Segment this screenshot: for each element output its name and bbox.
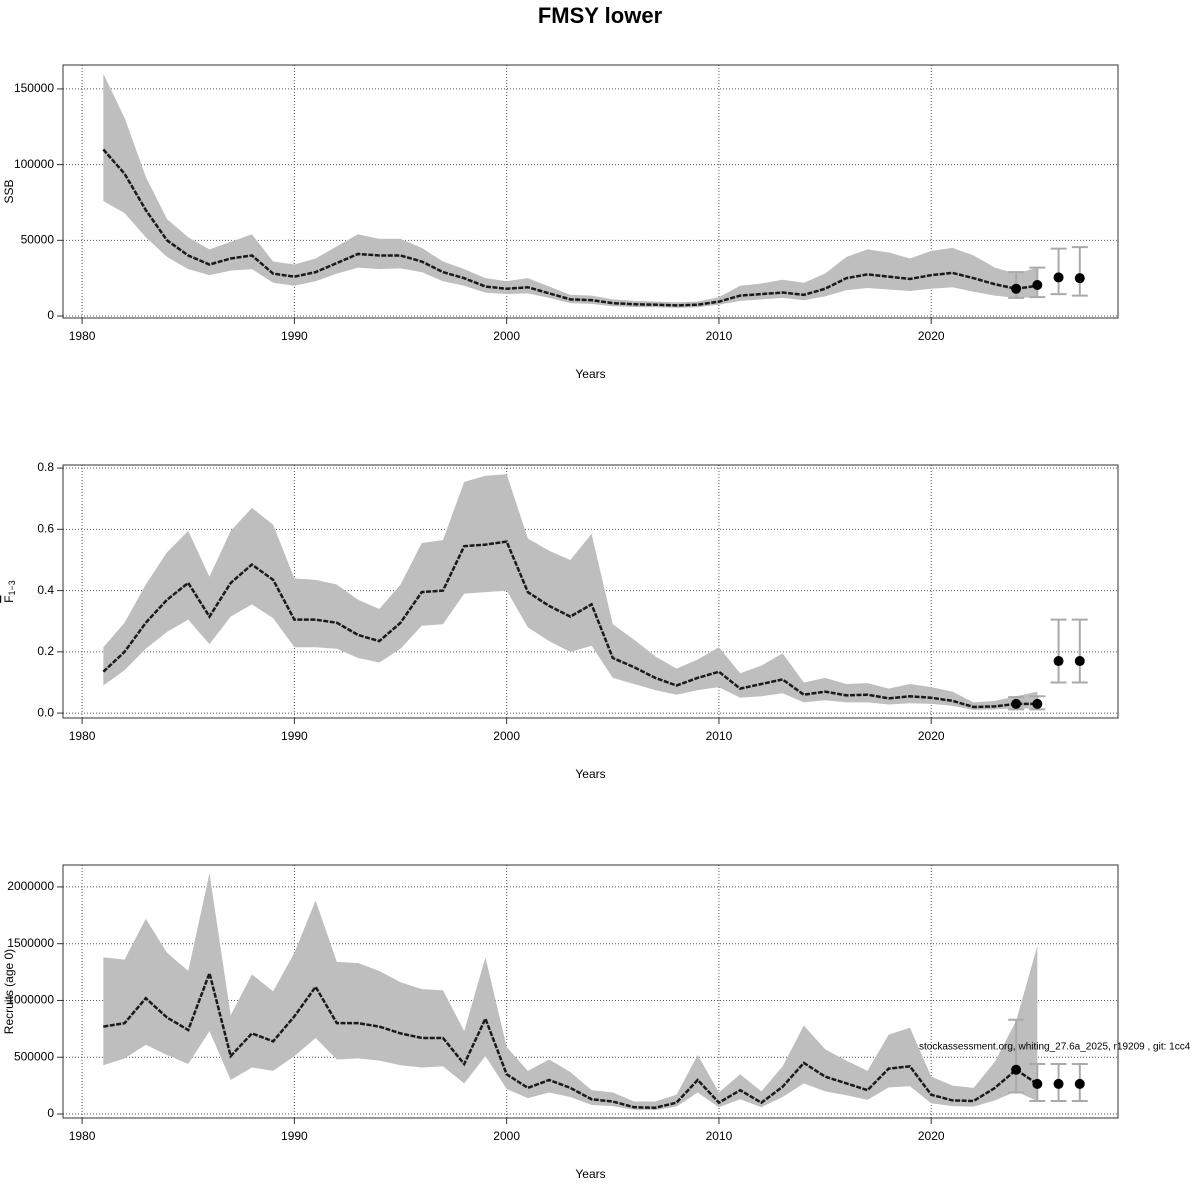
forecast-point xyxy=(1053,1078,1064,1089)
forecast-point xyxy=(1011,283,1022,294)
y-tick-label: 100000 xyxy=(14,157,54,171)
y-tick-label: 0.2 xyxy=(37,644,54,658)
x-tick-label: 1980 xyxy=(69,1129,96,1143)
y-tick-label: 50000 xyxy=(21,233,55,247)
y-tick-label: 0 xyxy=(47,308,54,322)
y-axis-title: F1−3 xyxy=(2,580,17,603)
forecast-point xyxy=(1032,1078,1043,1089)
x-tick-label: 1990 xyxy=(281,729,308,743)
forecast-point xyxy=(1074,273,1085,284)
forecast-point xyxy=(1032,279,1043,290)
x-tick-label: 2000 xyxy=(493,329,520,343)
x-axis-title: Years xyxy=(575,367,605,381)
y-axis-title-sub: 1−3 xyxy=(7,580,17,595)
x-tick-label: 1980 xyxy=(69,729,96,743)
estimate-line xyxy=(102,148,1038,307)
annotation: stockassessment.org, whiting_27.6a_2025,… xyxy=(919,1042,1191,1053)
y-tick-label: 1000000 xyxy=(7,993,54,1007)
forecast-point xyxy=(1074,656,1085,667)
y-tick-label: 150000 xyxy=(14,81,54,95)
y-axis-title-main: F xyxy=(2,595,16,602)
confidence-band xyxy=(103,73,1038,308)
x-axis-title: Years xyxy=(575,1167,605,1181)
estimate-line xyxy=(102,540,1038,709)
y-tick-label: 0.8 xyxy=(37,460,54,474)
y-axis-title-main: SSB xyxy=(2,179,16,203)
forecast-point xyxy=(1011,1064,1022,1075)
x-tick-label: 2010 xyxy=(706,1129,733,1143)
y-tick-label: 0.0 xyxy=(37,705,54,719)
x-tick-label: 2000 xyxy=(493,1129,520,1143)
y-axis-title: Recruits (age 0) xyxy=(2,949,16,1034)
x-tick-label: 1980 xyxy=(69,329,96,343)
y-tick-label: 1500000 xyxy=(7,936,54,950)
x-tick-label: 2020 xyxy=(918,329,945,343)
x-tick-label: 1990 xyxy=(281,1129,308,1143)
y-axis-title-main: Recruits (age 0) xyxy=(2,949,16,1034)
forecast-point xyxy=(1074,1078,1085,1089)
x-tick-label: 2020 xyxy=(918,1129,945,1143)
plot-frame xyxy=(62,64,1119,319)
y-axis-title: SSB xyxy=(2,179,16,203)
y-tick-label: 500000 xyxy=(14,1049,54,1063)
forecast-point xyxy=(1053,656,1064,667)
x-tick-label: 1990 xyxy=(281,329,308,343)
x-axis-title: Years xyxy=(575,767,605,781)
forecast-point xyxy=(1032,698,1043,709)
y-tick-label: 2000000 xyxy=(7,879,54,893)
plot-frame xyxy=(62,864,1119,1119)
x-tick-label: 2000 xyxy=(493,729,520,743)
y-tick-label: 0.6 xyxy=(37,521,54,535)
y-tick-label: 0 xyxy=(47,1106,54,1120)
chart-title: FMSY lower xyxy=(538,3,663,28)
x-tick-label: 2010 xyxy=(706,729,733,743)
x-tick-label: 2020 xyxy=(918,729,945,743)
confidence-band xyxy=(103,873,1038,1111)
forecast-point xyxy=(1011,698,1022,709)
y-tick-label: 0.4 xyxy=(37,583,54,597)
confidence-band xyxy=(103,474,1038,711)
plot-frame xyxy=(62,464,1119,719)
forecast-point xyxy=(1053,272,1064,283)
x-tick-label: 2010 xyxy=(706,329,733,343)
